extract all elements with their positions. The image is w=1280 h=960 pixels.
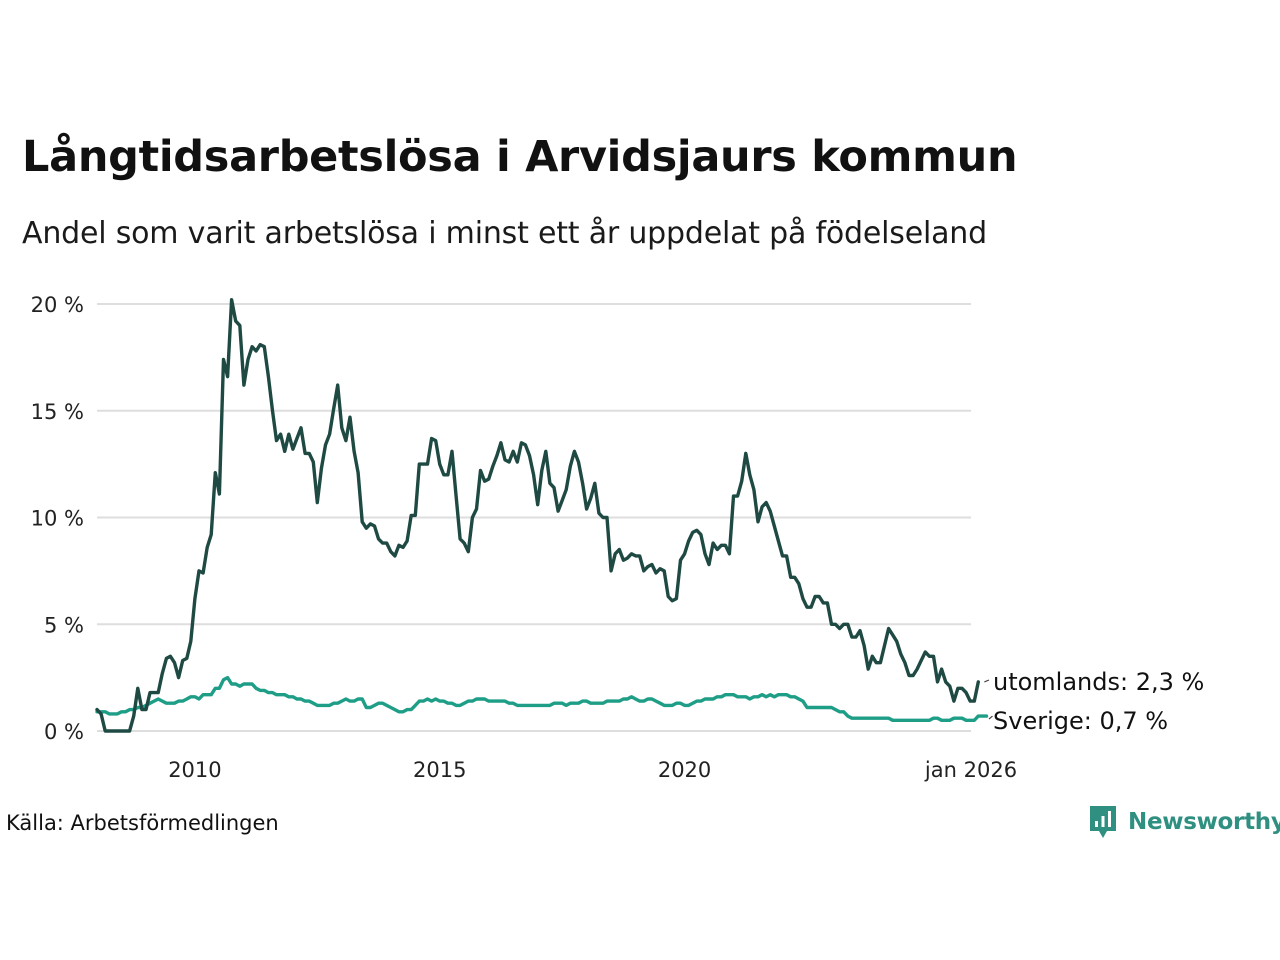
brand-logo[interactable]: Newsworthy: [1088, 804, 1280, 840]
label-leader-line: [988, 715, 993, 720]
series-end-label: utomlands: 2,3 %: [993, 668, 1204, 696]
series-end-label: Sverige: 0,7 %: [993, 707, 1168, 735]
y-tick-label: 5 %: [44, 613, 84, 637]
x-tick-label: 2010: [168, 758, 221, 782]
series-line-sverige: [95, 675, 989, 722]
y-tick-label: 20 %: [31, 293, 84, 317]
series-line-utomlands: [95, 298, 980, 733]
x-tick-label: 2020: [658, 758, 711, 782]
x-tick-label: jan 2026: [924, 758, 1017, 782]
y-tick-label: 0 %: [44, 720, 84, 744]
label-leader-line: [984, 679, 990, 683]
newsworthy-logo-icon: [1090, 806, 1116, 838]
y-tick-label: 15 %: [31, 400, 84, 424]
source-note: Källa: Arbetsförmedlingen: [6, 811, 279, 835]
chart-subtitle: Andel som varit arbetslösa i minst ett å…: [22, 216, 987, 251]
brand-name: Newsworthy: [1128, 809, 1280, 835]
y-tick-label: 10 %: [31, 507, 84, 531]
x-tick-label: 2015: [413, 758, 466, 782]
chart-title: Långtidsarbetslösa i Arvidsjaurs kommun: [22, 132, 1018, 182]
